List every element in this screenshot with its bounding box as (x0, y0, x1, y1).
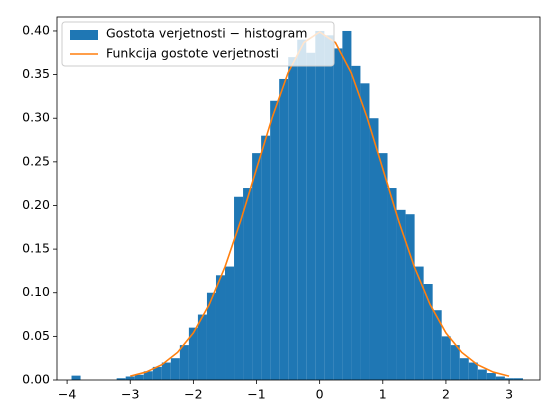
x-tick-label: 1 (379, 387, 387, 402)
bar (441, 336, 451, 380)
y-tick-label: 0.30 (22, 110, 50, 125)
y-tick-label: 0.25 (22, 153, 50, 168)
x-tick-label: −3 (121, 387, 139, 402)
legend-label: Gostota verjetnosti − histogram (106, 26, 307, 41)
axes-frame (56, 16, 541, 381)
bar (450, 345, 460, 380)
bar (414, 266, 424, 380)
bar (468, 362, 478, 380)
y-tick-label: 0.05 (22, 328, 50, 343)
bar (288, 57, 298, 380)
bar (134, 374, 144, 380)
bar (279, 78, 289, 380)
x-tick-label: 2 (442, 387, 450, 402)
bar (215, 275, 226, 380)
bar (387, 188, 397, 380)
bar (188, 327, 198, 380)
bar (333, 48, 343, 381)
bar (486, 373, 496, 380)
bar (342, 30, 352, 380)
bar (459, 358, 469, 380)
bar (225, 266, 235, 380)
x-tick-label: 3 (505, 387, 513, 402)
y-tick-label: 0.20 (22, 197, 50, 212)
bar (396, 209, 406, 380)
y-tick-label: 0.10 (22, 284, 50, 299)
y-tick-label: 0.15 (22, 241, 50, 256)
bar (369, 118, 379, 380)
bar (234, 196, 244, 380)
bar (170, 358, 180, 380)
bar (324, 35, 334, 380)
bar (152, 366, 162, 380)
legend-frame (61, 21, 335, 67)
bar (261, 135, 271, 380)
bar (477, 369, 487, 380)
legend-label: Funkcija gostote verjetnosti (106, 46, 279, 61)
bar (495, 376, 505, 380)
bar (432, 310, 442, 380)
bar (360, 83, 370, 380)
bar (306, 52, 316, 381)
x-tick-label: 0 (316, 387, 324, 402)
bar (252, 153, 262, 380)
bar (270, 100, 280, 381)
bar (243, 188, 253, 380)
bar (378, 153, 388, 380)
y-tick-label: 0.00 (22, 372, 50, 387)
bar (116, 378, 126, 380)
bar (161, 362, 171, 380)
x-tick-label: −1 (247, 387, 265, 402)
x-tick-label: −2 (184, 387, 202, 402)
y-tick-label: 0.40 (22, 22, 50, 37)
bar (315, 30, 325, 380)
bar (197, 314, 207, 380)
bar (125, 376, 135, 380)
bar (297, 39, 307, 380)
bar (423, 284, 433, 380)
x-tick-label: −4 (58, 387, 76, 402)
bar (351, 65, 361, 380)
bar (513, 378, 523, 380)
bar (179, 345, 189, 380)
bar (206, 292, 216, 380)
legend-swatch (70, 30, 98, 40)
bar (71, 375, 81, 380)
legend: Gostota verjetnosti − histogram Funkcija … (61, 21, 335, 67)
y-tick-label: 0.35 (22, 66, 50, 81)
bar (143, 371, 153, 380)
bar (504, 378, 514, 380)
bar (405, 214, 415, 380)
